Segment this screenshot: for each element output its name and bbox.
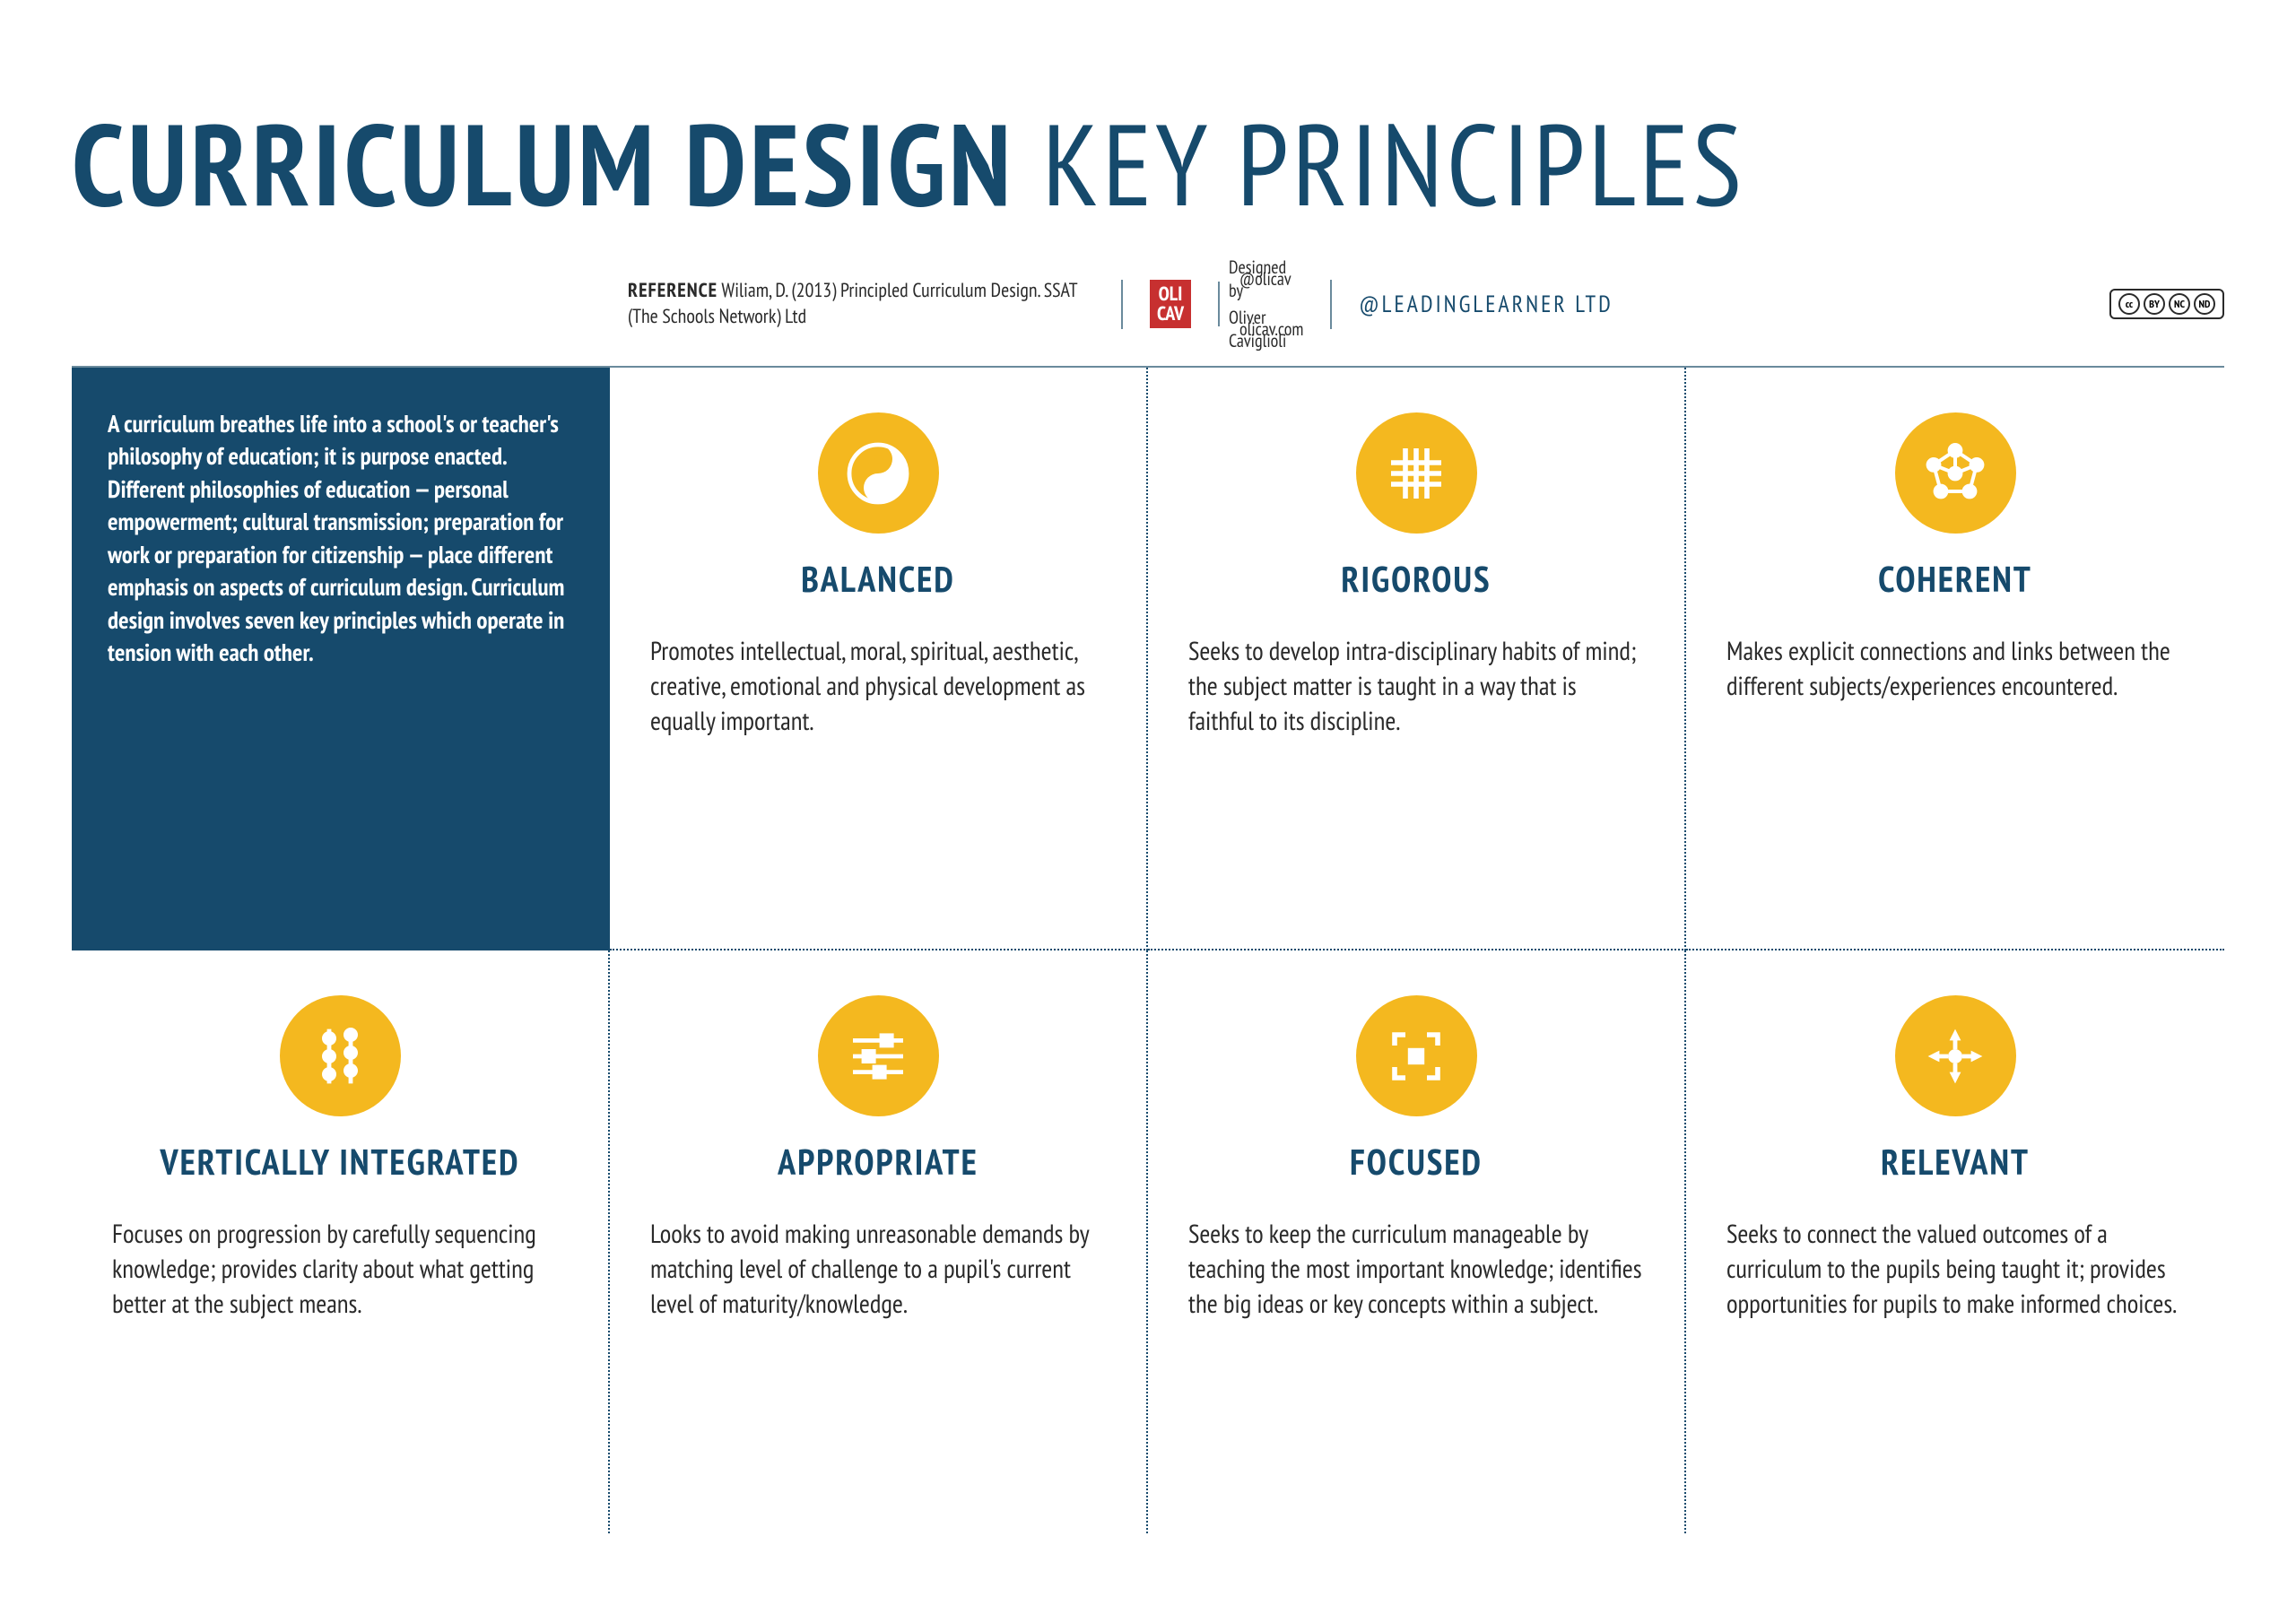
- badge-line-2: CAV: [1157, 304, 1184, 324]
- principle-relevant: RELEVANT Seeks to connect the valued out…: [1686, 950, 2224, 1533]
- principle-title: RIGOROUS: [1188, 556, 1644, 603]
- principle-appropriate: APPROPRIATE Looks to avoid making unreas…: [610, 950, 1148, 1533]
- cc-license-badge: cc BY NC ND: [2109, 289, 2224, 319]
- cc-icon: cc: [2118, 293, 2140, 315]
- olicav-badge: OLI CAV: [1150, 280, 1191, 328]
- focus-crop-icon: [1356, 995, 1477, 1116]
- mini-divider-icon: [1218, 282, 1220, 326]
- cc-nc-icon: NC: [2169, 293, 2190, 315]
- designer-site: olicav.com: [1239, 317, 1303, 341]
- principle-title: FOCUSED: [1188, 1139, 1644, 1185]
- principle-desc: Promotes intellectual, moral, spiritual,…: [650, 634, 1106, 739]
- cc-nd-icon: ND: [2194, 293, 2215, 315]
- principle-desc: Focuses on progression by carefully sequ…: [112, 1217, 568, 1322]
- designer-handle: @olicav: [1239, 267, 1303, 291]
- intro-cell: A curriculum breathes life into a school…: [72, 368, 610, 950]
- designer-name: Oliver Caviglioli: [1229, 306, 1231, 352]
- sliders-icon: [818, 995, 939, 1116]
- principle-rigorous: RIGOROUS Seeks to develop intra-discipli…: [1148, 368, 1686, 950]
- reference-label: REFERENCE: [628, 278, 718, 303]
- principle-coherent: COHERENT Makes explicit connections and …: [1686, 368, 2224, 950]
- principle-desc: Seeks to keep the curriculum manageable …: [1188, 1217, 1644, 1322]
- meta-row: REFERENCE Wiliam, D. (2013) Principled C…: [72, 256, 2224, 368]
- principle-balanced: BALANCED Promotes intellectual, moral, s…: [610, 368, 1148, 950]
- leading-learner: @LEADINGLEARNER LTD: [1359, 290, 1613, 319]
- principle-focused: FOCUSED Seeks to keep the curriculum man…: [1148, 950, 1686, 1533]
- principle-title: VERTICALLY INTEGRATED: [112, 1139, 568, 1185]
- reference-text: REFERENCE Wiliam, D. (2013) Principled C…: [628, 278, 1094, 329]
- intro-text: A curriculum breathes life into a school…: [108, 408, 574, 670]
- principle-desc: Makes explicit connections and links bet…: [1726, 634, 2184, 704]
- principle-title: BALANCED: [650, 556, 1106, 603]
- cc-by-icon: BY: [2144, 293, 2165, 315]
- principles-grid: A curriculum breathes life into a school…: [72, 368, 2224, 1533]
- vertical-lines-icon: [280, 995, 401, 1116]
- title-light: KEY PRINCIPLES: [1014, 90, 1745, 238]
- designed-by-label: Designed by: [1229, 256, 1231, 302]
- principle-desc: Seeks to connect the valued outcomes of …: [1726, 1217, 2184, 1322]
- weave-icon: [1356, 412, 1477, 534]
- principle-desc: Looks to avoid making unreasonable deman…: [650, 1217, 1106, 1322]
- title-bold: CURRICULUM DESIGN: [72, 90, 1014, 238]
- page-title: CURRICULUM DESIGN KEY PRINCIPLES: [72, 90, 2224, 238]
- designer-credit: Designed by @olicav Oliver Caviglioli ol…: [1218, 256, 1303, 352]
- principle-title: RELEVANT: [1726, 1139, 2184, 1185]
- principle-title: APPROPRIATE: [650, 1139, 1106, 1185]
- principle-vertically-integrated: VERTICALLY INTEGRATED Focuses on progres…: [72, 950, 610, 1533]
- divider-icon: [1330, 280, 1332, 329]
- network-icon: [1895, 412, 2016, 534]
- principle-title: COHERENT: [1726, 556, 2184, 603]
- yin-yang-icon: [818, 412, 939, 534]
- principle-desc: Seeks to develop intra-disciplinary habi…: [1188, 634, 1644, 739]
- divider-icon: [1121, 280, 1123, 329]
- arrows-out-icon: [1895, 995, 2016, 1116]
